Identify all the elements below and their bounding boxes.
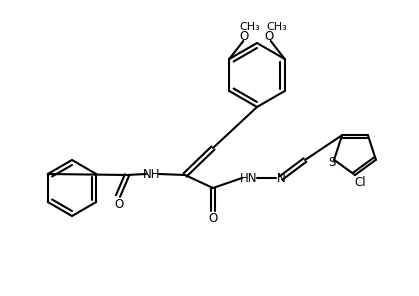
Text: HN: HN [240,171,258,184]
Text: O: O [264,30,273,43]
Text: O: O [240,30,249,43]
Text: Cl: Cl [354,176,366,189]
Text: NH: NH [143,168,161,181]
Text: S: S [328,156,336,169]
Text: CH₃: CH₃ [239,22,260,32]
Text: CH₃: CH₃ [266,22,287,32]
Text: O: O [114,197,124,210]
Text: O: O [208,213,217,226]
Text: N: N [277,171,285,184]
